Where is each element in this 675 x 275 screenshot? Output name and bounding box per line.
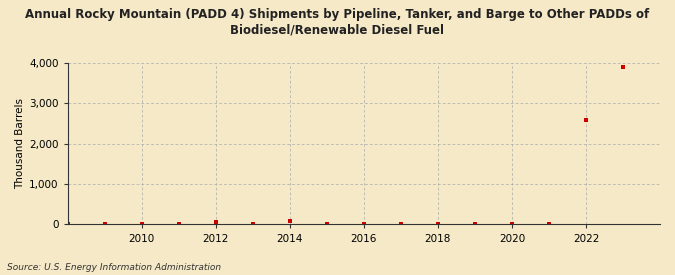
Text: Annual Rocky Mountain (PADD 4) Shipments by Pipeline, Tanker, and Barge to Other: Annual Rocky Mountain (PADD 4) Shipments… (26, 8, 649, 36)
Text: Source: U.S. Energy Information Administration: Source: U.S. Energy Information Administ… (7, 263, 221, 272)
Y-axis label: Thousand Barrels: Thousand Barrels (15, 98, 25, 189)
